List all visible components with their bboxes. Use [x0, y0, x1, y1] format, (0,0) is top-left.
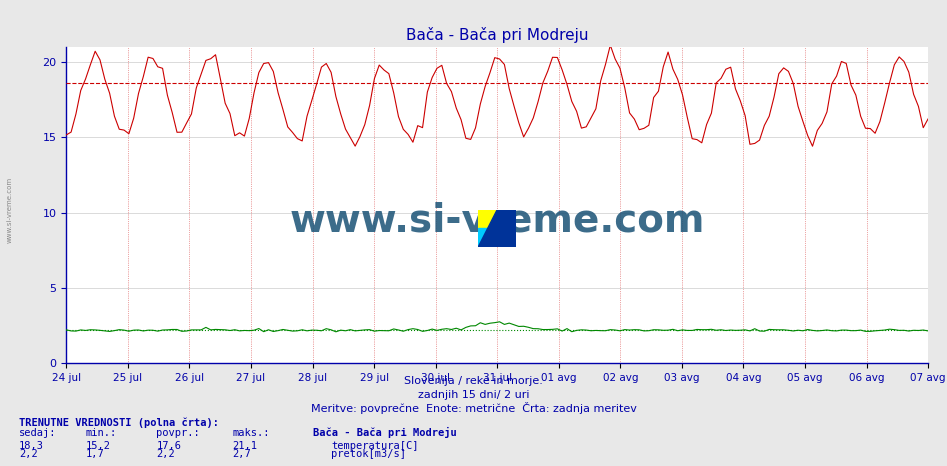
Text: 21,1: 21,1 — [232, 441, 257, 451]
Bar — [478, 210, 497, 228]
Text: 2,7: 2,7 — [232, 449, 251, 459]
Bar — [497, 210, 516, 247]
Bar — [478, 228, 497, 247]
Text: 1,7: 1,7 — [85, 449, 104, 459]
Text: maks.:: maks.: — [232, 428, 270, 438]
Text: Meritve: povprečne  Enote: metrične  Črta: zadnja meritev: Meritve: povprečne Enote: metrične Črta:… — [311, 403, 636, 414]
Text: zadnjih 15 dni/ 2 uri: zadnjih 15 dni/ 2 uri — [418, 391, 529, 400]
Text: TRENUTNE VREDNOSTI (polna črta):: TRENUTNE VREDNOSTI (polna črta): — [19, 418, 219, 428]
Text: www.si-vreme.com: www.si-vreme.com — [7, 177, 12, 243]
Text: pretok[m3/s]: pretok[m3/s] — [331, 449, 406, 459]
Text: 15,2: 15,2 — [85, 441, 110, 451]
Title: Bača - Bača pri Modreju: Bača - Bača pri Modreju — [406, 27, 588, 43]
Text: 18,3: 18,3 — [19, 441, 44, 451]
Text: Slovenija / reke in morje.: Slovenija / reke in morje. — [404, 377, 543, 386]
Text: Bača - Bača pri Modreju: Bača - Bača pri Modreju — [313, 427, 456, 438]
Text: 2,2: 2,2 — [156, 449, 175, 459]
Text: min.:: min.: — [85, 428, 116, 438]
Text: povpr.:: povpr.: — [156, 428, 200, 438]
Polygon shape — [478, 210, 497, 247]
Text: www.si-vreme.com: www.si-vreme.com — [290, 202, 705, 240]
Text: 2,2: 2,2 — [19, 449, 38, 459]
Text: temperatura[C]: temperatura[C] — [331, 441, 419, 451]
Text: 17,6: 17,6 — [156, 441, 181, 451]
Text: sedaj:: sedaj: — [19, 428, 57, 438]
